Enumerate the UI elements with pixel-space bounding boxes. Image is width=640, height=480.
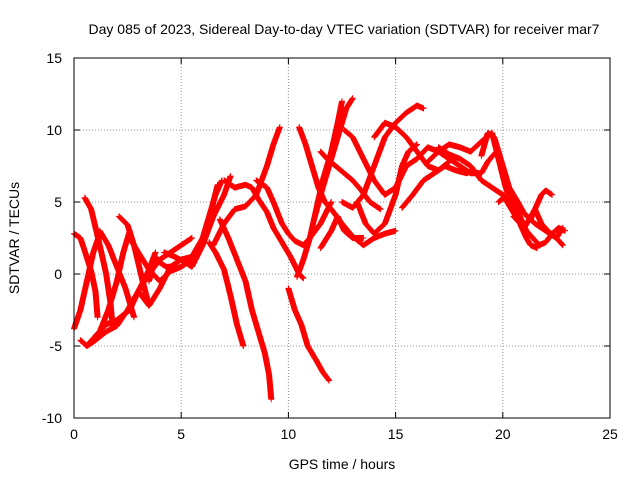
x-tick-label: 15 (388, 426, 404, 442)
x-tick-label: 10 (281, 426, 297, 442)
y-axis-label: SDTVAR / TECUs (6, 182, 22, 294)
y-tick-label: -5 (50, 338, 63, 354)
data-point-markers (206, 239, 247, 349)
series-arc-19 (285, 285, 333, 384)
series-arc-23 (317, 148, 384, 213)
data-point-markers (221, 177, 307, 282)
series-arc-14 (216, 216, 275, 403)
plot-frame (73, 57, 611, 419)
y-tick-label: 10 (46, 122, 62, 138)
y-tick-label: -10 (42, 410, 62, 426)
data-point-markers (161, 181, 221, 270)
series-arc-16 (221, 177, 307, 282)
series-arc-22 (317, 213, 367, 252)
series-arc-13 (206, 239, 247, 349)
data-point-markers (499, 191, 541, 252)
x-tick-label: 0 (70, 426, 78, 442)
x-tick-label: 25 (602, 426, 618, 442)
y-tick-label: 15 (46, 50, 62, 66)
series-arc-12 (161, 181, 221, 270)
data-point-markers (399, 163, 478, 211)
data-point-markers (317, 213, 367, 252)
y-tick-label: 0 (54, 266, 62, 282)
y-tick-label: 5 (54, 194, 62, 210)
series-arc-11 (146, 253, 178, 285)
data-point-markers (216, 216, 275, 403)
plot-markers (71, 95, 568, 403)
data-point-markers (285, 285, 333, 384)
data-point-markers (210, 124, 283, 249)
series-arc-28 (399, 163, 478, 211)
data-point-markers (146, 253, 178, 285)
ticks: 0 5 10 15 20 25 -10 -5 0 5 10 15 (42, 50, 618, 442)
chart-title: Day 085 of 2023, Sidereal Day-to-day VTE… (89, 21, 600, 37)
x-tick-label: 5 (177, 426, 185, 442)
x-axis-label: GPS time / hours (289, 456, 396, 472)
series-arc-35 (499, 191, 541, 252)
series-arc-26 (354, 141, 420, 237)
data-point-markers (317, 148, 384, 213)
x-tick-label: 20 (495, 426, 511, 442)
data-point-markers (354, 141, 420, 237)
series-arc-15 (210, 124, 283, 249)
